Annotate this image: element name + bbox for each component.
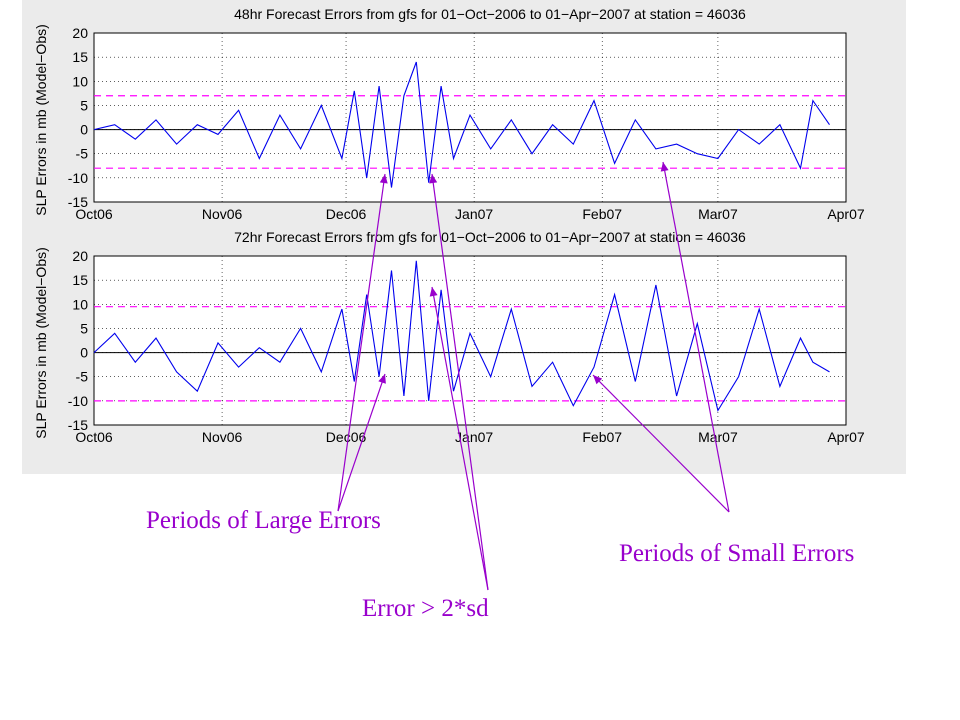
plot-frame bbox=[93, 255, 847, 426]
arrowhead bbox=[429, 174, 438, 184]
arrowhead bbox=[378, 374, 386, 384]
y-tick-label: 0 bbox=[80, 122, 88, 138]
y-axis-label: SLP Errors in mb (Model−Obs) bbox=[33, 24, 49, 216]
x-tick-label: Feb07 bbox=[582, 429, 622, 445]
arrowhead bbox=[660, 162, 669, 172]
arrowhead bbox=[379, 174, 388, 184]
error-series-line bbox=[93, 260, 830, 412]
annotation-arrow bbox=[431, 173, 489, 591]
y-tick-label: 10 bbox=[72, 296, 88, 312]
x-tick-label: Jan07 bbox=[455, 206, 493, 222]
annotation-error-sd: Error > 2*sd bbox=[362, 595, 489, 622]
x-tick-label: Apr07 bbox=[827, 429, 865, 445]
y-tick-label: 5 bbox=[80, 97, 88, 113]
chart-48hr: 48hr Forecast Errors from gfs for 01−Oct… bbox=[33, 6, 865, 222]
error-series-line bbox=[93, 61, 830, 188]
arrowhead bbox=[593, 375, 603, 385]
y-tick-label: -5 bbox=[76, 146, 89, 162]
x-tick-label: Jan07 bbox=[455, 429, 493, 445]
annotation-arrow bbox=[662, 161, 730, 513]
plot-area: Oct06 Nov06 Dec06 Jan07 Feb07 Mar07 Apr07 20 15 1… bbox=[68, 25, 865, 222]
annotation-arrow bbox=[337, 373, 386, 512]
x-tick-label: Feb07 bbox=[582, 206, 622, 222]
y-tick-label: 20 bbox=[72, 248, 88, 264]
x-tick-label: Nov06 bbox=[202, 206, 243, 222]
x-tick-label: Oct06 bbox=[75, 206, 113, 222]
arrowhead bbox=[429, 287, 438, 297]
y-tick-label: -15 bbox=[68, 417, 88, 433]
y-axis-label: SLP Errors in mb (Model−Obs) bbox=[33, 247, 49, 439]
plot-area: Oct06 Nov06 Dec06 Jan07 Feb07 Mar07 Apr07 20 15 1… bbox=[68, 248, 865, 445]
x-tick-label: Apr07 bbox=[827, 206, 865, 222]
x-tick-label: Dec06 bbox=[326, 429, 367, 445]
chart-title: 72hr Forecast Errors from gfs for 01−Oct… bbox=[234, 229, 746, 245]
annotation-arrow bbox=[592, 374, 730, 513]
y-tick-label: -10 bbox=[68, 393, 88, 409]
annotation-large-errors: Periods of Large Errors bbox=[146, 507, 381, 534]
y-tick-label: 0 bbox=[80, 345, 88, 361]
y-tick-label: 15 bbox=[72, 272, 88, 288]
x-tick-label: Dec06 bbox=[326, 206, 367, 222]
x-tick-label: Mar07 bbox=[698, 429, 738, 445]
annotation-arrow bbox=[431, 286, 489, 591]
y-tick-label: -5 bbox=[76, 369, 89, 385]
x-tick-label: Mar07 bbox=[698, 206, 738, 222]
annotation-arrow bbox=[337, 173, 386, 512]
chart-72hr: 72hr Forecast Errors from gfs for 01−Oct… bbox=[33, 229, 865, 445]
x-tick-label: Oct06 bbox=[75, 429, 113, 445]
y-tick-label: 10 bbox=[72, 73, 88, 89]
chart-title: 48hr Forecast Errors from gfs for 01−Oct… bbox=[234, 6, 746, 22]
y-tick-label: 5 bbox=[80, 320, 88, 336]
annotation-small-errors: Periods of Small Errors bbox=[619, 540, 855, 567]
plot-frame bbox=[93, 32, 847, 203]
y-tick-label: 15 bbox=[72, 49, 88, 65]
y-tick-label: -15 bbox=[68, 194, 88, 210]
y-tick-label: 20 bbox=[72, 25, 88, 41]
y-tick-label: -10 bbox=[68, 170, 88, 186]
x-tick-label: Nov06 bbox=[202, 429, 243, 445]
annotation-arrows bbox=[337, 161, 730, 591]
